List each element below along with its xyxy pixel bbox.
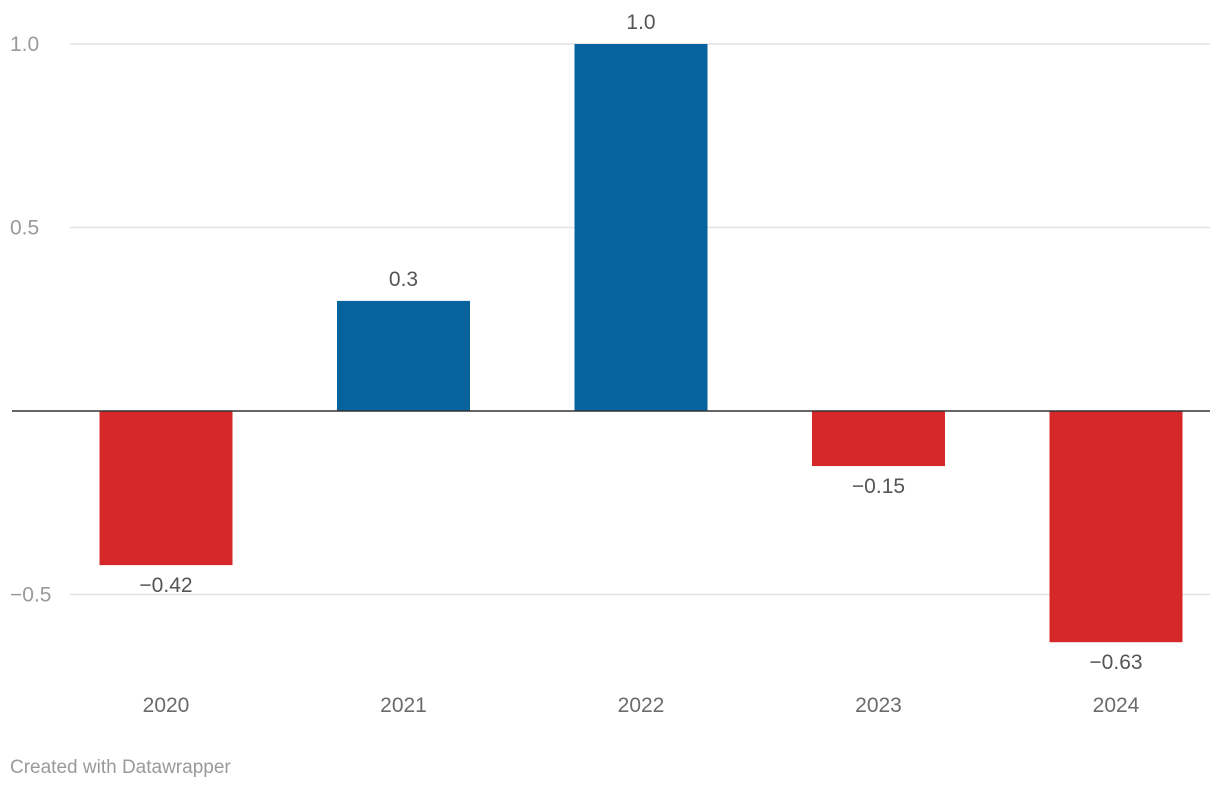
x-category-label: 2024 [1093, 694, 1140, 717]
bar-2023 [812, 411, 945, 467]
value-label-2022: 1.0 [626, 11, 655, 34]
y-tick-label: 0.5 [10, 217, 39, 240]
bar-2021 [337, 300, 470, 411]
value-label-2021: 0.3 [389, 268, 418, 291]
x-category-label: 2022 [618, 694, 665, 717]
bar-2022 [574, 44, 708, 411]
x-category-label: 2021 [380, 694, 427, 717]
datawrapper-credit: Created with Datawrapper [10, 757, 231, 778]
y-tick-label: 1.0 [10, 33, 39, 56]
labels: 1.0 0.5 −0.5 −0.42 2020 0.3 2021 1.0 2022 −0.15 20… [10, 11, 1143, 717]
bars [99, 44, 1183, 643]
value-label-2020: −0.42 [139, 574, 192, 597]
bar-2024 [1049, 411, 1183, 643]
x-category-label: 2020 [143, 694, 190, 717]
value-label-2024: −0.63 [1089, 651, 1142, 674]
y-tick-label: −0.5 [10, 584, 51, 607]
bar-2020 [99, 411, 233, 566]
value-label-2023: −0.15 [852, 475, 905, 498]
x-category-label: 2023 [855, 694, 902, 717]
